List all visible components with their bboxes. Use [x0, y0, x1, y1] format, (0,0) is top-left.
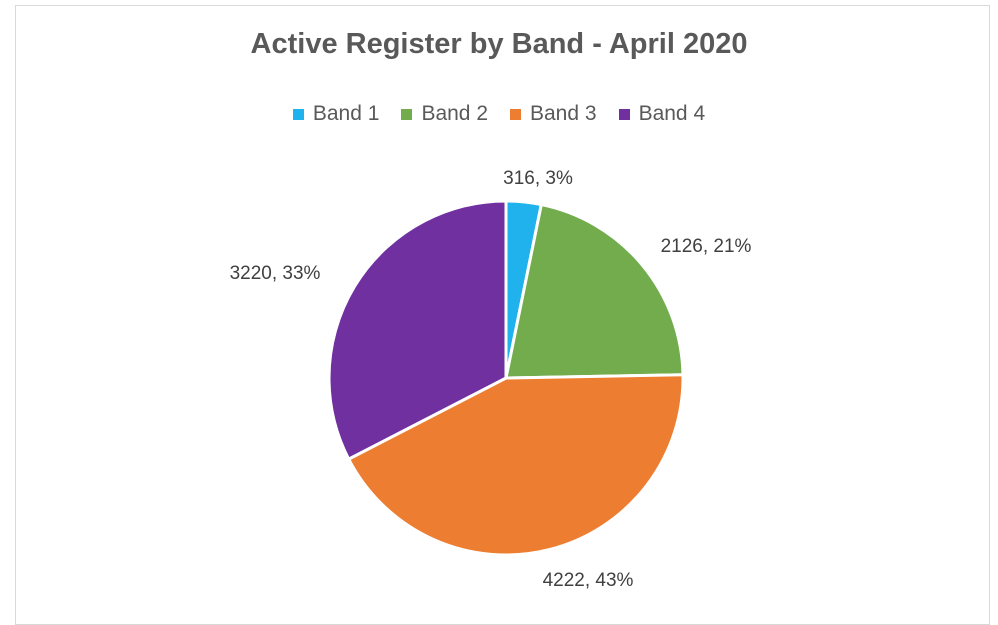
chart-title: Active Register by Band - April 2020	[250, 28, 748, 60]
data-label-band-2: 2126, 21%	[661, 236, 752, 257]
legend-label-band-2: Band 2	[421, 102, 488, 125]
legend-swatch-band-4	[618, 108, 630, 120]
legend-label-band-1: Band 1	[312, 102, 380, 125]
pie-slice-band-4	[327, 199, 508, 462]
chart-legend: Band 1 Band 2 Band 3 Band 4	[0, 102, 998, 126]
data-label-band-1: 316, 3%	[503, 168, 573, 189]
legend-label-band-3: Band 3	[530, 102, 597, 125]
legend-swatch-band-2	[401, 108, 413, 120]
data-label-band-3: 4222, 43%	[543, 570, 634, 591]
legend-item-band-1: Band 1	[292, 102, 380, 126]
pie-data-labels: 316, 3% 2126, 21% 4222, 43% 3220, 33%	[230, 168, 752, 591]
legend-swatch-band-3	[510, 108, 521, 120]
pie-slice-band-2	[504, 202, 685, 380]
legend-label-band-4: Band 4	[638, 102, 706, 125]
pie-slice-band-3	[346, 373, 685, 557]
data-label-band-4: 3220, 33%	[230, 263, 321, 284]
pie-slices	[327, 199, 685, 557]
legend-swatch-band-1	[292, 108, 304, 120]
legend-item-band-4: Band 4	[618, 102, 706, 126]
legend-item-band-3: Band 3	[510, 102, 597, 126]
legend-item-band-2: Band 2	[401, 102, 488, 126]
